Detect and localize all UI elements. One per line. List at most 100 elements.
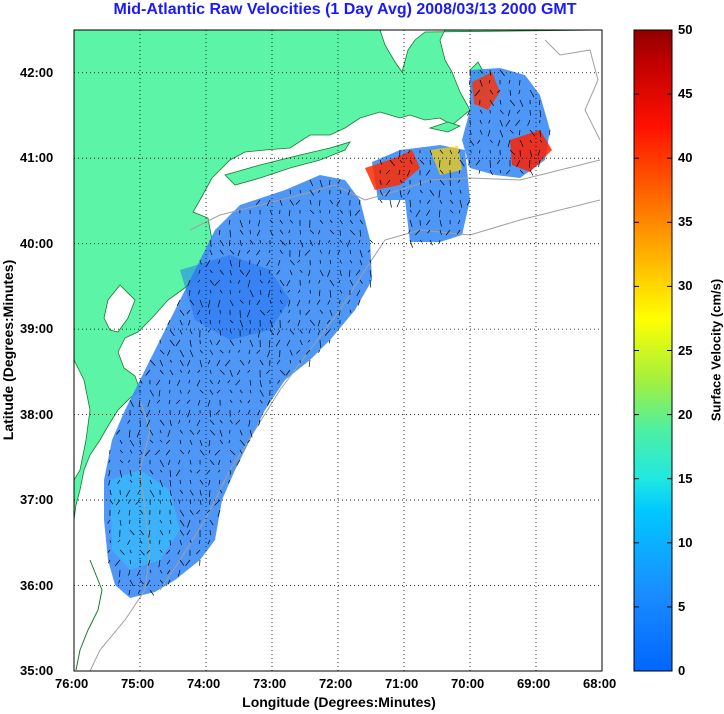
velocity-vector	[189, 339, 192, 347]
velocity-vector	[168, 379, 171, 385]
velocity-vector	[499, 109, 504, 115]
velocity-vector	[327, 239, 331, 244]
velocity-vector	[299, 189, 301, 194]
velocity-vector	[207, 359, 211, 365]
velocity-vector	[167, 459, 171, 466]
velocity-vector	[458, 169, 461, 174]
velocity-vector	[139, 579, 144, 585]
velocity-vector	[409, 219, 413, 227]
velocity-vector	[367, 249, 371, 253]
colorbar-tick-label: 30	[678, 278, 693, 294]
velocity-vector	[386, 179, 391, 185]
velocity-vector	[227, 379, 231, 384]
x-tick-label: 74:00	[187, 676, 221, 691]
velocity-vector	[159, 549, 163, 553]
velocity-vector	[199, 259, 202, 265]
velocity-vector	[439, 199, 443, 205]
velocity-vector	[189, 299, 195, 306]
velocity-vector	[249, 239, 254, 245]
velocity-vector	[229, 319, 234, 324]
velocity-vector	[229, 389, 233, 394]
velocity-vector	[228, 219, 231, 225]
velocity-vector	[228, 439, 231, 444]
velocity-vector	[287, 319, 291, 324]
velocity-vector	[227, 479, 231, 484]
velocity-vector	[167, 569, 171, 575]
velocity-vector	[348, 269, 351, 277]
velocity-vector	[276, 269, 281, 275]
velocity-vector	[139, 509, 144, 515]
velocity-vector	[289, 349, 293, 356]
velocity-vector	[209, 339, 213, 345]
velocity-vector	[147, 399, 151, 407]
velocity-vector	[245, 269, 251, 277]
velocity-vector	[199, 449, 205, 456]
velocity-vector	[139, 479, 142, 486]
velocity-vector	[208, 439, 211, 447]
velocity-vector	[538, 159, 541, 168]
velocity-vector	[519, 139, 524, 147]
velocity-vector	[108, 459, 111, 464]
velocity-vector	[197, 289, 201, 295]
velocity-vector	[187, 279, 191, 287]
velocity-vector	[128, 589, 131, 595]
velocity-vector	[318, 349, 321, 353]
velocity-vector	[115, 499, 121, 506]
velocity-vector	[168, 529, 171, 534]
velocity-vector	[247, 279, 251, 288]
velocity-vector	[466, 199, 471, 206]
velocity-vector	[179, 559, 185, 566]
velocity-vector	[488, 119, 491, 124]
velocity-vector	[319, 259, 322, 264]
velocity-vector	[169, 479, 172, 487]
velocity-vector	[548, 129, 551, 136]
velocity-vector	[358, 199, 361, 205]
velocity-vector	[288, 299, 291, 307]
velocity-vector	[139, 459, 141, 464]
velocity-vector	[129, 469, 132, 477]
velocity-vector	[369, 239, 373, 244]
velocity-vector	[259, 399, 263, 404]
velocity-vector	[179, 539, 182, 546]
velocity-vector	[229, 369, 233, 377]
velocity-vector	[309, 189, 314, 196]
velocity-vector	[507, 109, 511, 117]
velocity-vector	[239, 339, 242, 344]
velocity-vector	[529, 169, 534, 176]
velocity-vector	[399, 159, 403, 163]
velocity-vector	[318, 279, 321, 284]
velocity-vector	[287, 289, 291, 293]
velocity-vector	[379, 189, 383, 196]
velocity-vector	[327, 299, 331, 305]
velocity-vector	[196, 469, 201, 474]
velocity-vector	[209, 319, 212, 325]
velocity-vector	[189, 469, 193, 473]
velocity-vector	[119, 459, 124, 464]
velocity-vector	[538, 99, 541, 105]
velocity-vector	[239, 399, 242, 403]
velocity-vector	[209, 499, 211, 505]
velocity-vector	[129, 399, 134, 407]
velocity-vector	[429, 189, 434, 196]
velocity-vector	[329, 279, 335, 287]
velocity-vector	[229, 279, 232, 284]
velocity-vector	[179, 389, 182, 394]
velocity-vector	[415, 209, 421, 217]
velocity-vector	[277, 379, 281, 384]
velocity-vector	[357, 299, 361, 306]
velocity-vector	[168, 399, 171, 405]
velocity-vector	[529, 89, 535, 98]
velocity-vector	[529, 109, 531, 116]
velocity-vector	[199, 359, 203, 368]
velocity-vector	[449, 209, 454, 214]
velocity-vector	[189, 429, 195, 435]
velocity-vector	[229, 259, 232, 267]
velocity-vector	[127, 459, 131, 463]
velocity-vector	[399, 189, 402, 198]
velocity-vector	[239, 269, 245, 275]
velocity-vector	[295, 199, 301, 205]
velocity-vector	[125, 489, 131, 498]
velocity-vector	[219, 369, 225, 375]
velocity-vector	[256, 299, 261, 306]
velocity-vector	[479, 109, 483, 114]
